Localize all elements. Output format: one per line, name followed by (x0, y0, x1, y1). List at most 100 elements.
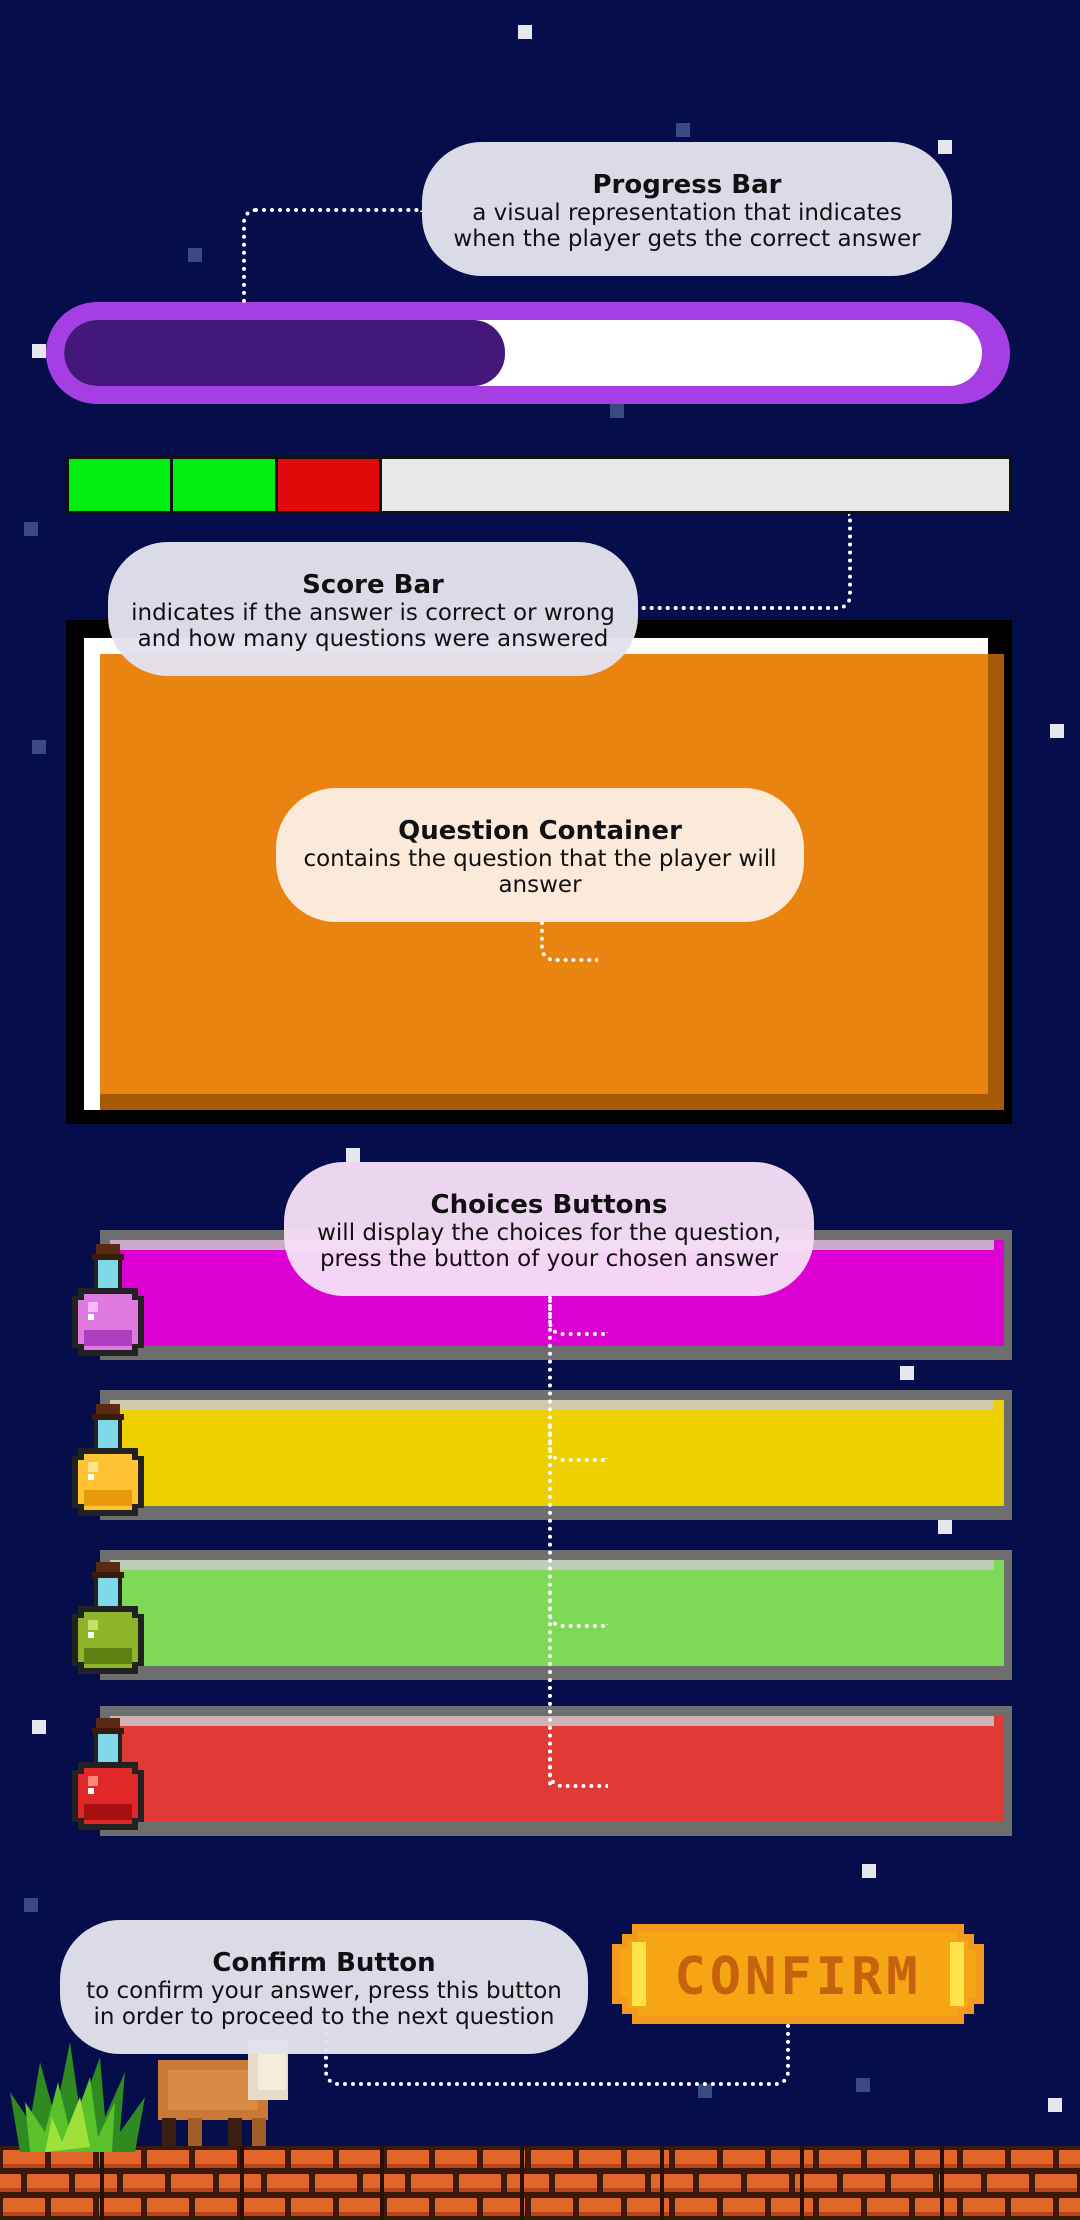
brick (819, 2198, 861, 2216)
brick (531, 2198, 573, 2216)
brick (483, 2150, 525, 2168)
brick (3, 2150, 45, 2168)
brick (291, 2150, 333, 2168)
brick (843, 2174, 885, 2192)
callout-description: to confirm your answer, press this butto… (86, 1978, 562, 2004)
choice-button-face (110, 1560, 1004, 1666)
brick (531, 2150, 573, 2168)
star-icon (24, 1898, 38, 1912)
callout-description: in order to proceed to the next question (93, 2004, 555, 2030)
brick (27, 2174, 69, 2192)
star-icon (698, 2084, 712, 2098)
confirm-button-callout: Confirm Button to confirm your answer, p… (60, 1920, 588, 2054)
callout-title: Choices Buttons (430, 1190, 668, 1220)
progress-bar-callout: Progress Bar a visual representation tha… (422, 142, 952, 276)
yellow-potion-icon (72, 1404, 144, 1516)
connector-line (242, 208, 422, 304)
star-icon (518, 25, 532, 39)
brick (867, 2150, 909, 2168)
brick (675, 2198, 717, 2216)
choice-button-gloss (110, 1716, 994, 1726)
connector-line (540, 922, 598, 962)
brick (795, 2174, 837, 2192)
star-icon (32, 344, 46, 358)
brick (315, 2174, 357, 2192)
fox-icon (158, 2040, 288, 2146)
brick (267, 2174, 309, 2192)
brick-pillar (800, 2146, 804, 2220)
brick (195, 2198, 237, 2216)
brick-pillar (100, 2146, 104, 2220)
brick (1059, 2150, 1080, 2168)
star-icon (938, 140, 952, 154)
score-segment-correct (69, 459, 174, 511)
progress-bar (46, 302, 1010, 404)
brick (963, 2150, 1005, 2168)
brick (987, 2174, 1029, 2192)
brick-floor (0, 2146, 1080, 2220)
brick (699, 2174, 741, 2192)
brick (651, 2174, 693, 2192)
callout-title: Confirm Button (212, 1948, 436, 1978)
brick (1059, 2198, 1080, 2216)
brick (51, 2150, 93, 2168)
choices-buttons-callout: Choices Buttons will display the choices… (284, 1162, 814, 1296)
star-icon (856, 2078, 870, 2092)
star-icon (188, 248, 202, 262)
red-potion-icon (72, 1718, 144, 1830)
choice-button-4[interactable] (100, 1706, 1012, 1836)
connector-line (324, 2024, 790, 2086)
callout-description: indicates if the answer is correct or wr… (131, 600, 615, 626)
callout-description: a visual representation that indicates (472, 200, 902, 226)
brick (627, 2150, 669, 2168)
brick (771, 2198, 813, 2216)
star-icon (938, 1520, 952, 1534)
score-segment-wrong (277, 459, 383, 511)
star-icon (900, 1366, 914, 1380)
brick (387, 2198, 429, 2216)
callout-description: answer (498, 872, 582, 898)
brick (459, 2174, 501, 2192)
green-potion-icon (72, 1562, 144, 1674)
callout-description: contains the question that the player wi… (303, 846, 777, 872)
brick (291, 2198, 333, 2216)
brick (51, 2198, 93, 2216)
brick (3, 2198, 45, 2216)
brick (75, 2174, 117, 2192)
brick (147, 2150, 189, 2168)
brick (243, 2198, 285, 2216)
brick (819, 2150, 861, 2168)
star-icon (32, 1720, 46, 1734)
brick (435, 2198, 477, 2216)
question-container-callout: Question Container contains the question… (276, 788, 804, 922)
brick (1011, 2150, 1053, 2168)
callout-description: and how many questions were answered (137, 626, 609, 652)
callout-title: Progress Bar (592, 170, 782, 200)
score-bar (66, 456, 1012, 514)
score-segment-correct (173, 459, 278, 511)
brick (771, 2150, 813, 2168)
brick (99, 2198, 141, 2216)
brick (147, 2198, 189, 2216)
brick (627, 2198, 669, 2216)
brick (579, 2150, 621, 2168)
choice-button-gloss (110, 1400, 994, 1410)
callout-title: Question Container (398, 816, 682, 846)
brick-pillar (940, 2146, 944, 2220)
brick (363, 2174, 405, 2192)
brick (723, 2150, 765, 2168)
connector-line (548, 1426, 608, 1462)
brick (243, 2150, 285, 2168)
brick-pillar (380, 2146, 384, 2220)
brick (339, 2198, 381, 2216)
brick (915, 2198, 957, 2216)
star-icon (676, 123, 690, 137)
callout-title: Score Bar (302, 570, 444, 600)
brick (1011, 2198, 1053, 2216)
brick-pillar (240, 2146, 244, 2220)
confirm-button[interactable]: CONFIRM (612, 1924, 984, 2024)
brick (483, 2198, 525, 2216)
connector-line (548, 1296, 552, 1786)
brick (675, 2150, 717, 2168)
connector-line (548, 1300, 608, 1336)
